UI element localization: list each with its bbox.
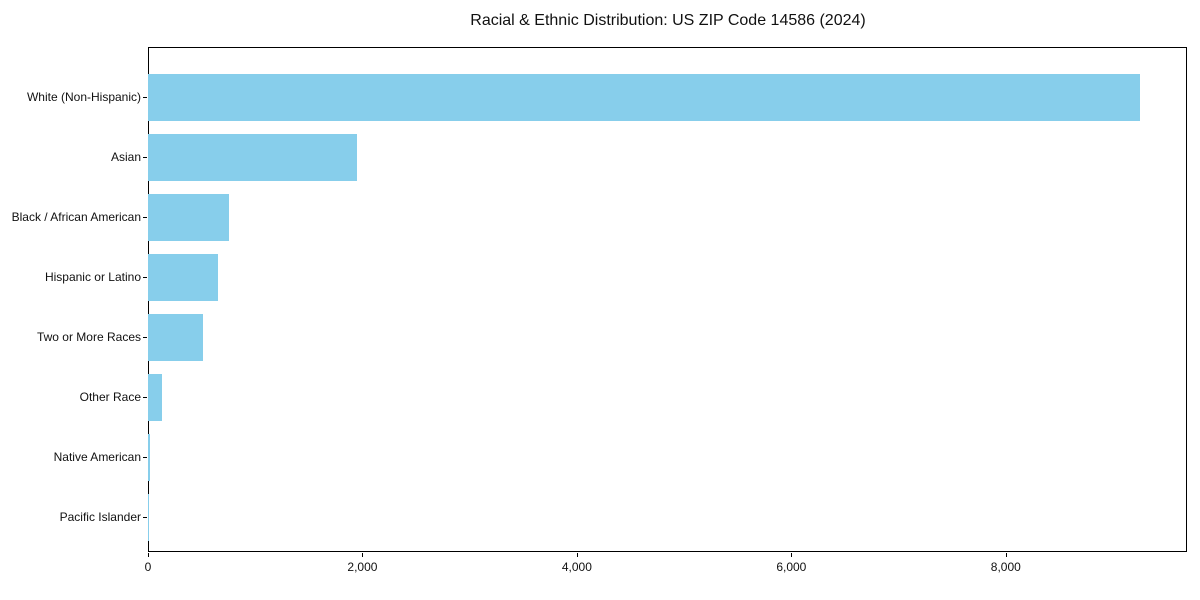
- y-tick-mark: [143, 397, 147, 398]
- bar-white-non-hispanic: [148, 73, 1140, 121]
- x-axis-tick-label: 4,000: [561, 560, 592, 574]
- x-axis-tick-label: 6,000: [776, 560, 807, 574]
- y-tick-mark: [143, 337, 147, 338]
- y-axis-label: Asian: [110, 150, 141, 164]
- plot-area: [148, 47, 1187, 552]
- x-tick-mark: [791, 553, 793, 557]
- bar-other-race: [148, 373, 162, 421]
- plot-frame: [148, 47, 1187, 552]
- y-tick-mark: [143, 217, 147, 218]
- y-axis-label: Two or More Races: [36, 330, 141, 344]
- x-tick-mark: [1005, 553, 1007, 557]
- chart-title: Racial & Ethnic Distribution: US ZIP Cod…: [470, 12, 866, 29]
- x-tick-mark: [148, 553, 149, 557]
- y-axis-label: Other Race: [79, 390, 141, 404]
- x-tick-mark: [362, 553, 364, 557]
- x-axis-tick-label: 8,000: [990, 560, 1021, 574]
- y-tick-mark: [143, 277, 147, 278]
- x-tick-mark: [576, 553, 578, 557]
- bar-native-american: [148, 433, 150, 481]
- y-tick-mark: [143, 517, 147, 518]
- bar-hispanic-or-latino: [148, 253, 218, 301]
- bar-black-african-american: [148, 193, 229, 241]
- y-axis-label: Pacific Islander: [59, 510, 141, 524]
- x-axis-tick-label: 2,000: [347, 560, 378, 574]
- bar-two-or-more-races: [148, 313, 204, 361]
- y-tick-mark: [143, 157, 147, 158]
- y-axis-label: Native American: [53, 450, 141, 464]
- y-axis-label: White (Non-Hispanic): [26, 90, 141, 104]
- bar-asian: [148, 133, 358, 181]
- y-tick-mark: [143, 97, 147, 98]
- y-tick-mark: [143, 457, 147, 458]
- y-axis-label: Black / African American: [11, 210, 141, 224]
- y-axis-label: Hispanic or Latino: [44, 270, 141, 284]
- x-axis-tick-label: 0: [144, 560, 152, 574]
